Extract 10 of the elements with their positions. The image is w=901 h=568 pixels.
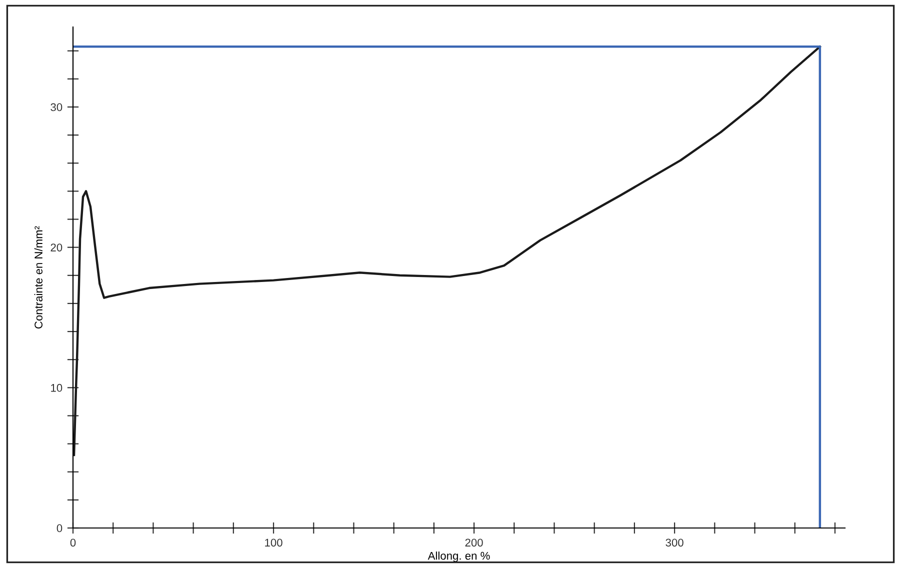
x-axis-title: Allong. en % — [428, 552, 490, 562]
y-tick-label: 20 — [50, 244, 62, 252]
y-tick-label: 0 — [56, 524, 62, 532]
x-tick-label: 300 — [666, 538, 684, 547]
x-tick-label: 200 — [465, 538, 483, 547]
x-tick-label: 100 — [265, 538, 282, 547]
y-tick-label: 30 — [50, 103, 62, 112]
x-tick-label: 0 — [70, 538, 76, 547]
y-axis-title: Contrainte en N/mm² — [34, 226, 42, 328]
y-tick-label: 10 — [51, 384, 62, 392]
